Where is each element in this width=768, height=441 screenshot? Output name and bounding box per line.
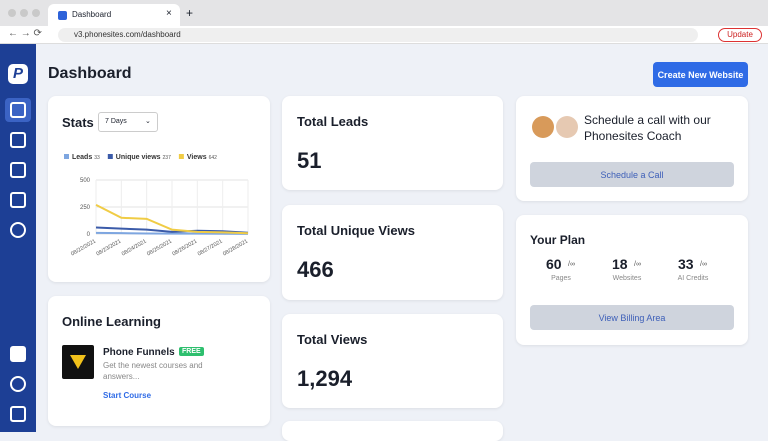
course-image xyxy=(62,345,94,379)
x-tick-label: 08/24/2021 xyxy=(121,239,148,258)
course-title: Phone Funnels xyxy=(103,347,175,358)
total-label: Total Views xyxy=(297,332,368,347)
total-card: Total Views 1,294 xyxy=(282,314,503,408)
stats-card: Stats 7 Days ⌄ Leads 33 Unique views 237 Vie… xyxy=(48,96,270,282)
address-bar: ← → ⟳ v3.phonesites.com/dashboard Update xyxy=(0,26,768,44)
legend-label: Unique views xyxy=(116,154,161,161)
page-title: Dashboard xyxy=(48,65,132,82)
legend-total: 237 xyxy=(163,155,172,161)
coach-card: Schedule a call with our Phonesites Coac… xyxy=(516,96,748,201)
course-badge: FREE xyxy=(179,347,204,356)
schedule-button[interactable]: Schedule a Call xyxy=(530,162,734,187)
sidebar: P xyxy=(0,44,36,432)
legend-total: 642 xyxy=(209,155,218,161)
learning-card: Online Learning Phone Funnels FREE Get t… xyxy=(48,296,270,426)
x-tick-label: 08/28/2021 xyxy=(222,239,249,258)
range-value: 7 Days xyxy=(105,118,127,125)
legend-swatch xyxy=(107,154,113,159)
coach-avatar xyxy=(532,116,554,138)
billing-button[interactable]: View Billing Area xyxy=(530,305,734,330)
total-label: Total Leads xyxy=(297,114,369,129)
start-course-link[interactable]: Start Course xyxy=(103,391,152,400)
create-website-button[interactable]: Create New Website xyxy=(653,62,748,87)
nav-folder[interactable] xyxy=(10,132,26,148)
new-tab[interactable]: + xyxy=(186,6,194,20)
plan-value: 18 xyxy=(612,256,628,272)
y-tick-label: 500 xyxy=(80,178,91,184)
learning-title: Online Learning xyxy=(62,314,161,329)
url: v3.phonesites.com/dashboard xyxy=(74,30,181,39)
course-description: Get the newest courses and answers... xyxy=(103,361,203,381)
total-value: 1,294 xyxy=(297,366,353,391)
coach-avatar xyxy=(556,116,578,138)
total-card: Total Leads 51 xyxy=(282,96,503,190)
logo[interactable]: P xyxy=(8,64,28,84)
x-tick-label: 08/27/2021 xyxy=(197,239,224,258)
series-line xyxy=(95,231,249,235)
plan-label: Pages xyxy=(551,275,571,282)
nav-home[interactable] xyxy=(10,102,26,118)
plan-label: Websites xyxy=(612,275,642,282)
partial-card xyxy=(282,421,503,441)
y-tick-label: 0 xyxy=(87,232,91,238)
legend-label: Views xyxy=(187,154,207,161)
stats-title: Stats xyxy=(62,115,94,130)
plan-value: 60 xyxy=(546,256,562,272)
nav-briefcase[interactable] xyxy=(10,192,26,208)
nav-apps[interactable] xyxy=(10,162,26,178)
total-label: Total Unique Views xyxy=(297,223,415,238)
plan-unit: /∞ xyxy=(634,261,641,268)
nav-tools[interactable] xyxy=(10,222,26,238)
tab-bar: Dashboard × + xyxy=(0,0,768,26)
stats-chart: Leads 33 Unique views 237 Views 642 0 250 500 08/… xyxy=(64,154,249,258)
url-field[interactable]: v3.phonesites.com/dashboard xyxy=(58,28,698,42)
nav-logout[interactable] xyxy=(10,406,26,422)
tab[interactable]: Dashboard × xyxy=(48,4,180,26)
legend-swatch xyxy=(64,154,69,159)
plan-unit: /∞ xyxy=(568,261,575,268)
legend-swatch xyxy=(178,154,184,159)
nav-help[interactable] xyxy=(10,346,26,362)
x-tick-label: 08/23/2021 xyxy=(95,239,122,258)
plan-title: Your Plan xyxy=(530,233,586,247)
range-select[interactable]: 7 Days ⌄ xyxy=(98,112,158,132)
x-tick-label: 08/25/2021 xyxy=(146,239,173,258)
x-tick-label: 08/26/2021 xyxy=(171,239,198,258)
coach-text: Schedule a call with our Phonesites Coac… xyxy=(584,113,711,143)
nav-profile[interactable] xyxy=(10,376,26,392)
legend-label: Leads xyxy=(72,154,92,161)
total-card: Total Unique Views 466 xyxy=(282,205,503,300)
x-tick-label: 08/22/2021 xyxy=(70,239,97,258)
total-value: 466 xyxy=(297,257,334,282)
plan-card: Your Plan View Billing Area 60 /∞ Pages 18 /… xyxy=(516,215,748,345)
plan-label: AI Credits xyxy=(677,275,709,282)
update-button[interactable]: Update xyxy=(718,28,762,42)
y-tick-label: 250 xyxy=(80,205,91,211)
series-line xyxy=(95,203,249,235)
total-value: 51 xyxy=(297,148,322,173)
plan-unit: /∞ xyxy=(700,261,707,268)
plan-value: 33 xyxy=(678,256,694,272)
window-controls[interactable] xyxy=(8,9,48,17)
tab-title: Dashboard xyxy=(72,10,112,19)
series-line xyxy=(95,226,249,234)
legend-total: 33 xyxy=(94,155,100,161)
